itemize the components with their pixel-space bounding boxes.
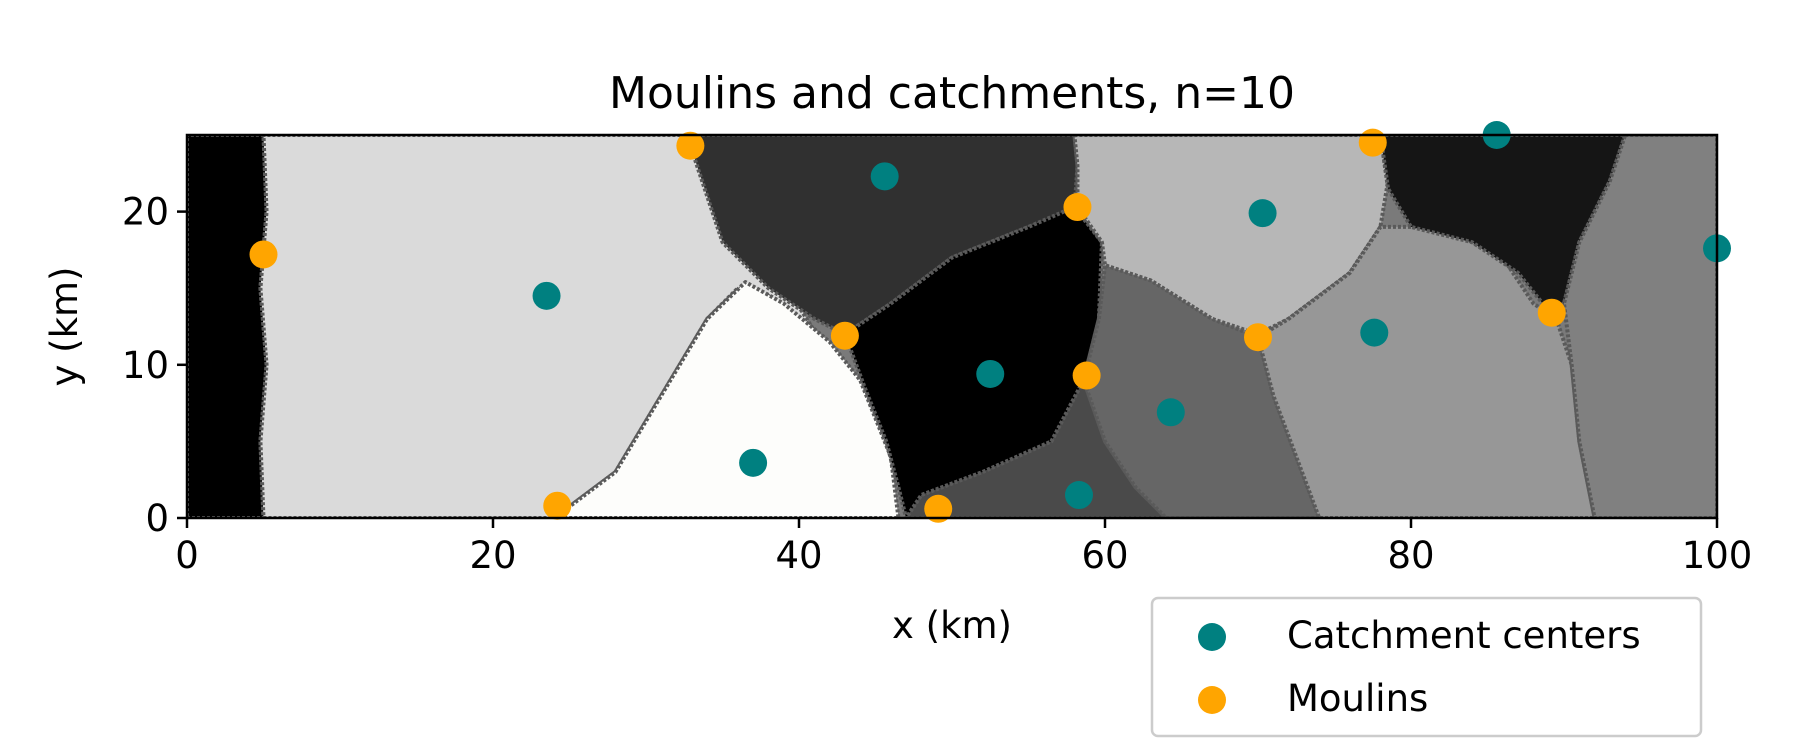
moulins-point-2 bbox=[543, 491, 572, 520]
x-tick-label: 60 bbox=[1081, 534, 1128, 577]
moulins-point-8 bbox=[1244, 323, 1272, 352]
legend: Catchment centers Moulins bbox=[1150, 596, 1703, 738]
y-axis: 0 10 20 bbox=[122, 191, 187, 540]
catchment-region-1 bbox=[187, 135, 269, 518]
plot-frame bbox=[185, 133, 1719, 520]
x-tick-label: 80 bbox=[1387, 534, 1434, 577]
moulins-point-1 bbox=[249, 240, 278, 269]
catchment-region-5 bbox=[842, 205, 1104, 518]
legend-label-moulins: Moulins bbox=[1287, 677, 1428, 720]
catchment-region-7 bbox=[1072, 135, 1391, 337]
catchment-region-3 bbox=[552, 280, 901, 518]
moulins-point-10 bbox=[1537, 298, 1566, 327]
x-axis-label: x (km) bbox=[892, 604, 1012, 647]
moulins-point-7 bbox=[1072, 361, 1101, 390]
legend-marker-moulins bbox=[1198, 686, 1226, 714]
catchment-centers-point-2 bbox=[739, 448, 768, 477]
moulins-point-6 bbox=[1063, 193, 1092, 222]
catchment-regions bbox=[187, 135, 1717, 518]
catchment-centers-point-6 bbox=[1156, 398, 1185, 427]
x-axis: 0 20 40 60 80 100 bbox=[175, 518, 1752, 577]
chart-title: Moulins and catchments, n=10 bbox=[609, 68, 1295, 119]
catchment-region-8 bbox=[1081, 263, 1322, 518]
moulins-point-3 bbox=[676, 131, 705, 160]
x-tick-label: 100 bbox=[1682, 534, 1753, 577]
catchment-centers-point-3 bbox=[870, 162, 899, 191]
x-tick-label: 20 bbox=[469, 534, 516, 577]
catchment-centers-point-1 bbox=[532, 281, 561, 310]
catchment-region-11 bbox=[1562, 135, 1717, 518]
legend-marker-catchment-centers bbox=[1198, 623, 1226, 651]
scatter-points bbox=[249, 121, 1731, 523]
x-tick-label: 0 bbox=[175, 534, 199, 577]
catchment-centers-point-7 bbox=[1248, 199, 1277, 228]
moulins-point-9 bbox=[1358, 128, 1387, 157]
catchment-centers-point-8 bbox=[1360, 318, 1389, 347]
legend-label-catchment-centers: Catchment centers bbox=[1287, 614, 1641, 657]
catchment-region-6 bbox=[904, 378, 1169, 518]
moulins-point-5 bbox=[924, 494, 953, 523]
catchment-region-4 bbox=[689, 135, 1080, 337]
y-tick-label: 20 bbox=[122, 191, 169, 234]
catchment-centers-point-4 bbox=[976, 359, 1005, 388]
y-tick-label: 10 bbox=[122, 344, 169, 387]
legend-box bbox=[1150, 596, 1703, 738]
moulins-point-4 bbox=[830, 321, 859, 350]
x-tick-label: 40 bbox=[775, 534, 822, 577]
catchment-centers-point-5 bbox=[1064, 481, 1093, 510]
y-axis-label: y (km) bbox=[43, 267, 86, 387]
y-tick-label: 0 bbox=[145, 497, 169, 540]
catchment-region-9 bbox=[1256, 224, 1597, 518]
